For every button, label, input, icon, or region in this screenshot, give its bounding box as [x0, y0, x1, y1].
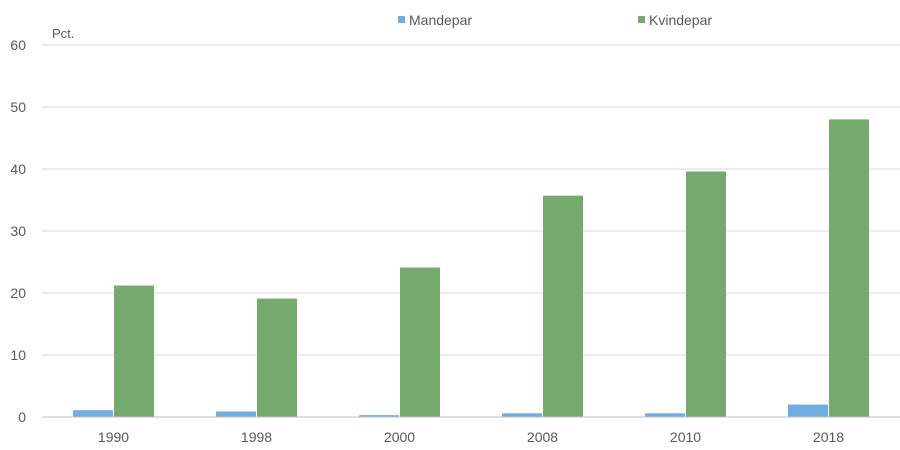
legend-swatch-mandepar	[398, 16, 405, 23]
y-tick-label: 30	[10, 223, 26, 239]
bar-kvindepar-2018	[829, 119, 869, 418]
gridlines	[42, 44, 900, 356]
legend: Mandepar Kvindepar	[398, 12, 712, 28]
x-tick-label: 2010	[670, 429, 701, 445]
bar-mandepar-2000	[359, 415, 399, 417]
bar-mandepar-1998	[216, 411, 256, 417]
legend-label-mandepar: Mandepar	[409, 12, 472, 28]
bar-kvindepar-2008	[543, 195, 583, 417]
bar-kvindepar-2010	[686, 171, 726, 417]
bar-mandepar-2018	[788, 404, 828, 417]
x-tick-label: 2008	[527, 429, 558, 445]
bar-mandepar-2008	[502, 413, 542, 417]
y-tick-label: 40	[10, 161, 26, 177]
bar-mandepar-1990	[73, 410, 113, 417]
y-axis-unit-label: Pct.	[52, 26, 74, 41]
bar-kvindepar-1998	[257, 298, 297, 417]
x-tick-label: 2000	[384, 429, 415, 445]
y-axis-ticks: 0 10 20 30 40 50 60	[10, 37, 26, 425]
y-tick-label: 50	[10, 99, 26, 115]
y-tick-label: 0	[18, 409, 26, 425]
x-tick-label: 1998	[241, 429, 272, 445]
x-axis-ticks: 1990 1998 2000 2008 2010 2018	[98, 429, 844, 445]
y-tick-label: 10	[10, 347, 26, 363]
legend-label-kvindepar: Kvindepar	[649, 12, 712, 28]
bar-kvindepar-2000	[400, 267, 440, 417]
x-tick-label: 1990	[98, 429, 129, 445]
bar-kvindepar-1990	[114, 285, 154, 417]
y-tick-label: 20	[10, 285, 26, 301]
x-tick-label: 2018	[813, 429, 844, 445]
y-tick-label: 60	[10, 37, 26, 53]
bars	[73, 119, 869, 418]
legend-swatch-kvindepar	[638, 16, 645, 23]
bar-mandepar-2010	[645, 413, 685, 417]
